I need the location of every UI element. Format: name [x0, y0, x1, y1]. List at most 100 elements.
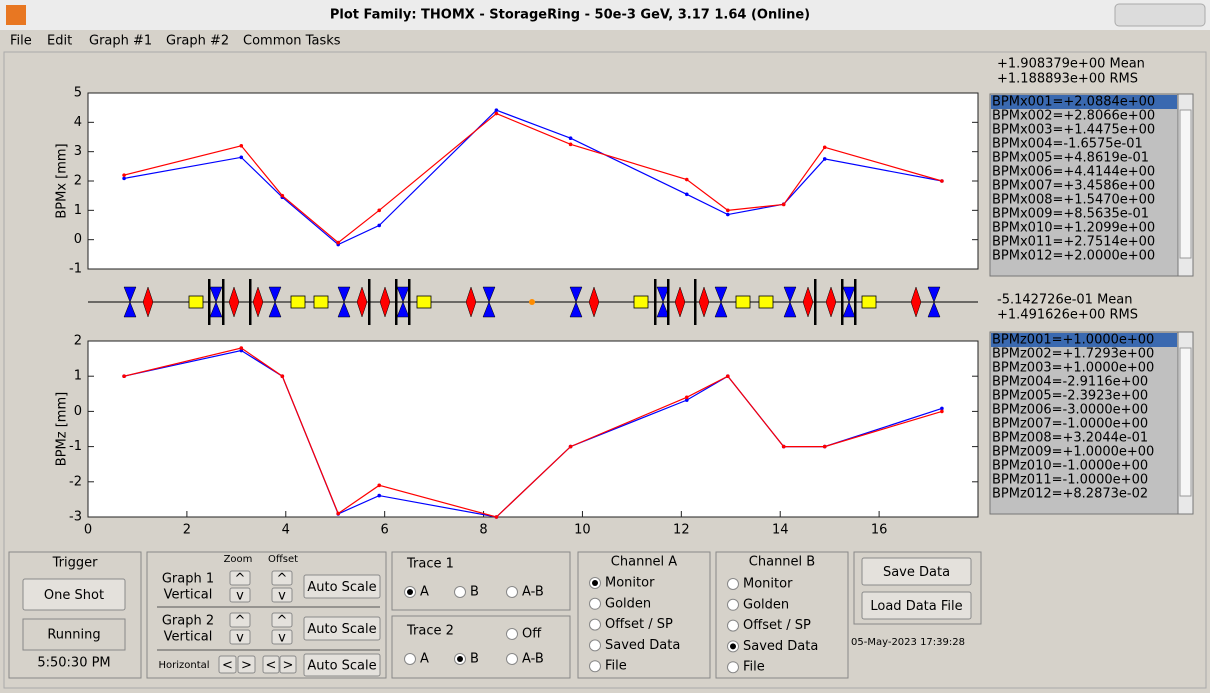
y-tick-label: 1: [74, 369, 82, 384]
trace2-off[interactable]: [506, 628, 518, 640]
zoom-right[interactable]: [237, 655, 256, 674]
series-point: [494, 108, 499, 112]
offset-left[interactable]: [262, 655, 280, 674]
auto-scale-label: Auto Scale: [307, 622, 376, 637]
listbox[interactable]: [989, 331, 1179, 515]
series-point: [568, 444, 573, 449]
zoom-up-label: ^: [235, 572, 246, 587]
channel-radio[interactable]: [589, 618, 601, 631]
list-item: BPMx010=+1.2099e+00: [992, 221, 1155, 236]
rms-label: +1.491626e+00 RMS: [997, 308, 1138, 323]
dipole: [667, 279, 670, 325]
channel-radio[interactable]: [727, 578, 739, 590]
offset-up[interactable]: [271, 612, 293, 628]
channel-radio-label: File: [605, 659, 627, 674]
series-point: [239, 155, 244, 160]
zoom-up[interactable]: [229, 570, 251, 586]
offset-left-label: <: [266, 658, 277, 673]
zoom-up[interactable]: [229, 612, 251, 628]
quadrupole: [927, 286, 941, 318]
list-item: BPMz005=-2.3923e+00: [992, 389, 1148, 404]
trace1-radio-dot: [407, 589, 413, 595]
x-tick-label: 4: [282, 523, 290, 538]
offset-up[interactable]: [271, 570, 293, 586]
channel-radio[interactable]: [727, 661, 739, 674]
zoom-down[interactable]: [229, 629, 251, 645]
series-point: [336, 511, 340, 516]
window-controls[interactable]: [1114, 3, 1206, 27]
status-box: [22, 618, 126, 651]
dipole: [368, 279, 371, 325]
save-button[interactable]: [861, 557, 972, 586]
trace1-radio-label: A: [420, 585, 429, 600]
scroll-thumb[interactable]: [1179, 347, 1192, 497]
load-button[interactable]: [861, 591, 972, 620]
time-text: 5:50:30 PM: [37, 656, 110, 671]
listbox[interactable]: [989, 93, 1179, 277]
offset-down[interactable]: [271, 629, 293, 645]
channel-radio-label: Golden: [743, 597, 789, 612]
trace2-radio-label: A: [420, 652, 429, 667]
channel-radio[interactable]: [727, 598, 739, 611]
y-tick-label: 0: [74, 404, 82, 419]
menu-item: Common Tasks: [243, 34, 341, 49]
trace1-radio[interactable]: [506, 586, 518, 598]
sextupole: [802, 286, 814, 318]
y-tick-label: -1: [69, 439, 82, 454]
offset-down-label: v: [278, 631, 286, 646]
y-tick-label: 5: [74, 86, 82, 101]
dipole: [654, 279, 657, 325]
list-item: BPMz009=+1.0000e+00: [992, 445, 1154, 460]
auto-scale[interactable]: [303, 574, 381, 599]
series-point: [822, 145, 827, 150]
series-point: [822, 444, 827, 449]
mean-label: -5.142726e-01 Mean: [997, 293, 1133, 308]
channel-radio[interactable]: [727, 619, 739, 632]
dipole: [249, 279, 252, 325]
channel-radio[interactable]: [589, 660, 601, 673]
series-point: [377, 483, 382, 488]
save-button-label: Save Data: [883, 565, 950, 580]
trace1-radio[interactable]: [454, 586, 466, 598]
y-tick-label: 2: [74, 334, 82, 349]
channel-radio[interactable]: [589, 639, 601, 652]
list-item: BPMx008=+1.5470e+00: [992, 193, 1155, 208]
y-tick-label: 3: [74, 144, 82, 159]
zoom-left[interactable]: [218, 655, 237, 674]
zoom-left-label: <: [222, 658, 233, 673]
auto-scale[interactable]: [303, 616, 381, 641]
sextupole: [698, 286, 710, 318]
channel-radio-dot: [592, 580, 598, 586]
window-title: Plot Family: THOMX - StorageRing - 50e-3…: [330, 8, 810, 23]
y-tick-label: -2: [69, 474, 82, 489]
zoom-down[interactable]: [229, 587, 251, 603]
trace2-off-label: Off: [522, 627, 542, 642]
y-tick-label: -3: [69, 510, 82, 525]
load-button-label: Load Data File: [870, 599, 962, 614]
series-point: [940, 179, 944, 183]
series-point: [122, 374, 126, 379]
x-tick-label: 6: [381, 523, 389, 538]
list-item: BPMx003=+1.4475e+00: [992, 123, 1155, 138]
trace2-radio-label: B: [470, 652, 479, 667]
trace2-radio[interactable]: [404, 653, 416, 665]
channel-radio[interactable]: [589, 597, 601, 610]
series-point: [280, 374, 285, 379]
scroll-thumb[interactable]: [1179, 109, 1192, 259]
auto-scale[interactable]: [303, 653, 381, 677]
series-point: [684, 395, 689, 400]
series-line: [123, 112, 943, 244]
x-tick-label: 12: [673, 523, 690, 538]
status-text: Running: [47, 628, 100, 643]
one-shot-button[interactable]: [22, 578, 126, 611]
offset-right[interactable]: [279, 655, 297, 674]
channel-title: Channel A: [611, 555, 678, 570]
trace2-radio[interactable]: [506, 653, 518, 665]
list-item: BPMz001=+1.0000e+00: [992, 333, 1154, 348]
series-line: [123, 347, 943, 518]
offset-right-label: >: [283, 658, 294, 673]
series-point: [122, 176, 126, 181]
offset-down[interactable]: [271, 587, 293, 603]
series-point: [494, 111, 499, 116]
sextupole: [379, 286, 391, 318]
